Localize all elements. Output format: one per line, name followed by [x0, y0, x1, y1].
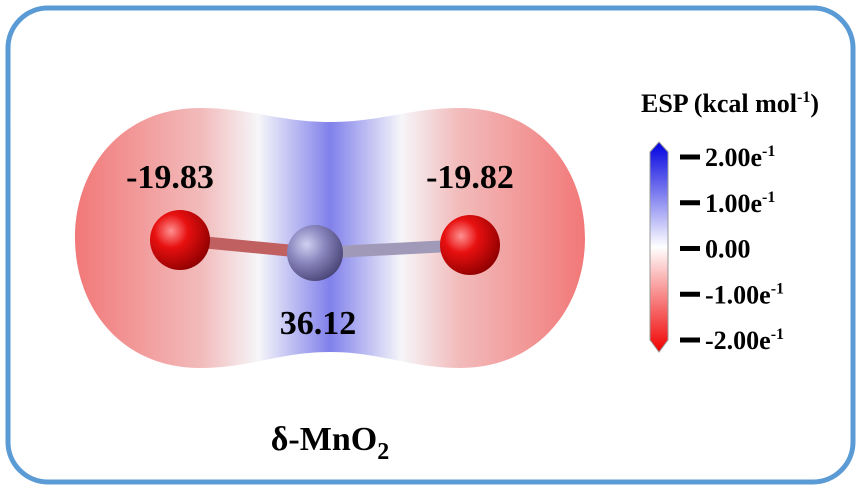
tick-label: 1.00e-1	[705, 189, 775, 218]
molecule-label: δ-MnO2	[271, 421, 389, 465]
manganese-atom	[287, 225, 343, 281]
label-sub: 2	[377, 439, 389, 465]
colorbar-ticks: 2.00e-11.00e-10.00-1.00e-1-2.00e-1	[680, 143, 784, 355]
tick-dash	[680, 338, 700, 343]
site-value: -19.83	[126, 159, 214, 196]
colorbar	[650, 142, 668, 352]
tick-label: -2.00e-1	[705, 326, 784, 355]
title-text: ESP (kcal mol	[641, 89, 797, 118]
tick-text: -2.00e	[705, 326, 771, 355]
tick-sup: -1	[771, 280, 784, 297]
tick-dash	[680, 155, 700, 160]
title-end: )	[810, 89, 819, 118]
oxygen-atom	[440, 215, 500, 275]
tick-dash	[680, 246, 700, 251]
tick-dash	[680, 200, 700, 205]
tick-text: 0.00	[705, 235, 751, 264]
label-text: δ-MnO	[271, 421, 377, 458]
tick-sup: -1	[762, 189, 775, 206]
tick-dash	[680, 292, 700, 297]
tick-text: -1.00e	[705, 280, 771, 309]
tick-label: 0.00	[705, 235, 751, 264]
title-sup: -1	[797, 89, 810, 106]
site-value: -19.82	[426, 159, 514, 196]
tick-label: 2.00e-1	[705, 143, 775, 172]
colorbar-title: ESP (kcal mol-1)	[641, 89, 819, 118]
oxygen-atom	[150, 210, 210, 270]
tick-text: 2.00e	[705, 143, 762, 172]
tick-label: -1.00e-1	[705, 280, 784, 309]
tick-sup: -1	[771, 326, 784, 343]
site-value: 36.12	[280, 305, 357, 342]
tick-sup: -1	[762, 143, 775, 160]
figure: -19.83 36.12 -19.82 δ-MnO2 ESP (kcal mol…	[0, 0, 861, 490]
tick-text: 1.00e	[705, 189, 762, 218]
